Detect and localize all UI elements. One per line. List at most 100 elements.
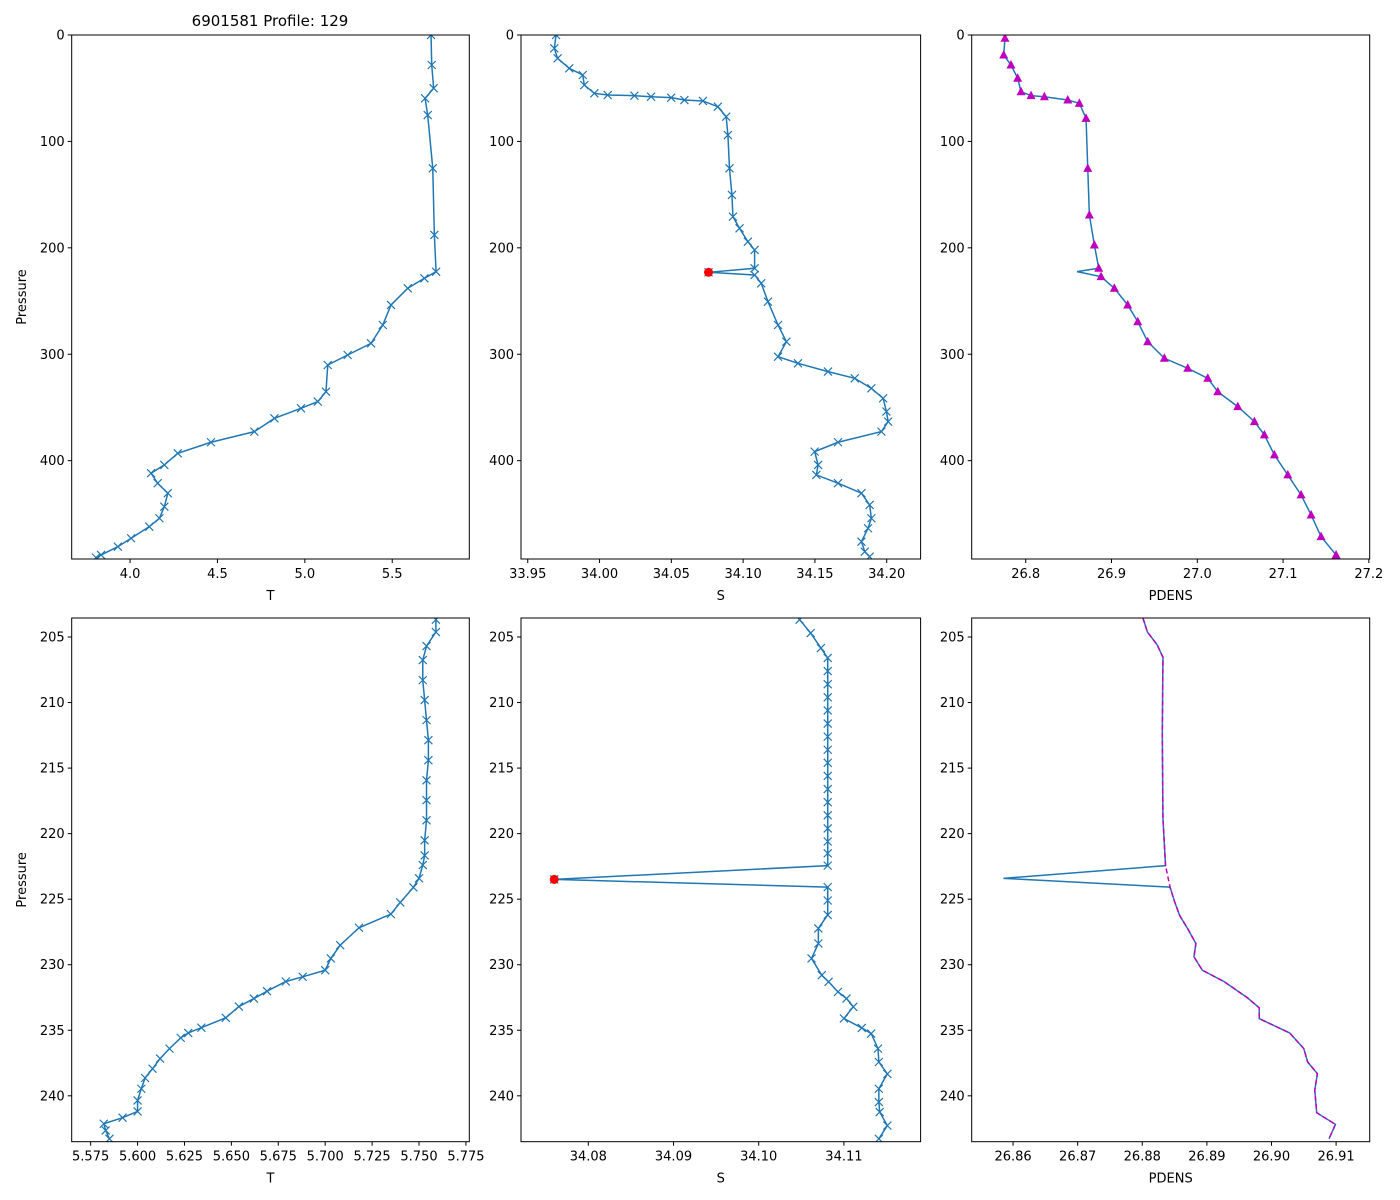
x-tick-label: 33.95: [509, 567, 546, 582]
data-point-x-marker: [857, 488, 866, 498]
y-tick-label: 0: [506, 29, 514, 44]
data-point-x-marker: [423, 110, 433, 120]
data-point-triangle-marker: [1269, 449, 1279, 459]
y-tick-label: 210: [489, 696, 514, 711]
data-point-x-marker: [418, 675, 428, 685]
data-point-x-marker: [176, 1033, 186, 1043]
x-tick-label: 5.750: [400, 1150, 437, 1165]
data-point-triangle-marker: [1081, 113, 1091, 122]
data-point-x-marker: [249, 994, 259, 1003]
data-point-triangle-marker: [1296, 489, 1306, 499]
figure-title: 6901581 Profile: 129: [192, 12, 349, 30]
data-point-x-marker: [428, 163, 438, 173]
data-point-x-marker: [795, 618, 805, 625]
data-point-x-marker: [823, 705, 833, 715]
y-tick-label: 400: [489, 454, 514, 469]
data-point-x-marker: [418, 655, 428, 665]
data-point-triangle-marker: [1094, 263, 1104, 272]
data-point-x-marker: [866, 513, 876, 523]
data-point-triangle-marker: [1074, 98, 1084, 107]
data-point-x-marker: [743, 237, 753, 247]
x-tick-label: 4.0: [120, 567, 141, 582]
data-point-triangle-marker: [1013, 73, 1023, 82]
data-point-x-marker: [725, 163, 734, 173]
data-point-x-marker: [750, 245, 760, 255]
data-point-x-marker: [850, 373, 860, 383]
x-tick-label: 34.00: [581, 567, 618, 582]
x-tick-label: 5.675: [260, 1150, 297, 1165]
data-point-triangle-marker: [1063, 95, 1073, 104]
y-tick-label: 230: [40, 958, 65, 973]
y-tick-label: 215: [40, 762, 65, 777]
data-point-triangle-marker: [1159, 353, 1169, 362]
data-point-x-marker: [842, 994, 851, 1003]
x-tick-label: 34.10: [725, 567, 762, 582]
data-point-triangle-marker: [1213, 386, 1223, 396]
y-tick-label: 0: [956, 29, 964, 44]
data-point-x-marker: [159, 460, 169, 470]
data-point-x-marker: [133, 1095, 142, 1105]
x-tick-label: 5.650: [213, 1150, 250, 1165]
data-point-x-marker: [781, 337, 791, 347]
subplot-s-full: 33.95 34.00 34.05 34.10 34.15 34.20 0 100 200 300…: [489, 29, 922, 604]
data-point-x-marker: [589, 88, 599, 98]
data-point-x-marker: [320, 965, 330, 975]
data-point-x-marker: [833, 437, 843, 447]
data-point-x-marker: [96, 550, 106, 559]
data-point-x-marker: [811, 470, 821, 480]
data-point-x-marker: [874, 1084, 884, 1094]
x-tick-label: 26.8: [1011, 567, 1040, 582]
data-point-triangle-marker: [999, 50, 1009, 59]
y-tick-label: 400: [940, 454, 965, 469]
data-point-x-marker: [823, 745, 833, 755]
data-point-x-marker: [551, 35, 561, 40]
x-axis-label: PDENS: [1149, 1172, 1193, 1187]
data-point-x-marker: [807, 954, 816, 963]
x-tick-label: 27.0: [1183, 567, 1212, 582]
data-point-x-marker: [823, 679, 833, 689]
data-point-x-marker: [823, 861, 833, 871]
data-point-x-marker: [878, 393, 888, 403]
y-tick-label: 400: [40, 454, 65, 469]
data-point-x-marker: [713, 102, 723, 112]
data-point-x-marker: [817, 970, 827, 980]
data-point-x-marker: [335, 940, 345, 950]
plot-area: [1003, 618, 1337, 1140]
data-point-x-marker: [813, 923, 823, 933]
x-tick-label: 5.625: [166, 1150, 203, 1165]
y-tick-label: 200: [940, 241, 965, 256]
y-tick-label: 100: [489, 135, 514, 150]
data-point-x-marker: [823, 882, 833, 892]
y-tick-label: 220: [489, 827, 514, 842]
subplot-t-zoom: 5.575 5.600 5.625 5.650 5.675 5.700 5.725 5.750…: [15, 617, 485, 1187]
data-point-x-marker: [823, 771, 833, 781]
x-tick-label: 34.10: [740, 1150, 777, 1165]
data-point-x-marker: [429, 230, 439, 240]
data-point-x-marker: [408, 882, 418, 892]
data-point-x-marker: [140, 1073, 150, 1083]
axes-frame: [971, 617, 1371, 1143]
y-tick-label: 225: [489, 893, 514, 908]
data-point-x-marker: [666, 93, 676, 103]
plot-area: [99, 618, 441, 1142]
data-point-x-marker: [824, 977, 834, 987]
data-point-x-marker: [173, 448, 183, 458]
y-tick-label: 100: [940, 135, 965, 150]
data-point-x-marker: [136, 1084, 146, 1094]
data-point-x-marker: [750, 270, 760, 280]
x-tick-label: 5.775: [447, 1150, 484, 1165]
axes-frame: [520, 34, 922, 560]
data-point-x-marker: [823, 797, 833, 807]
data-point-x-marker: [816, 643, 826, 653]
data-point-x-marker: [578, 70, 588, 80]
data-point-x-marker: [721, 112, 731, 122]
data-point-x-marker: [823, 666, 833, 676]
y-tick-label: 200: [40, 241, 65, 256]
data-point-x-marker: [422, 815, 431, 825]
data-point-x-marker: [876, 427, 886, 437]
y-tick-label: 210: [40, 696, 65, 711]
data-point-x-marker: [874, 1097, 884, 1107]
data-point-x-marker: [630, 91, 639, 101]
data-point-x-marker: [101, 1126, 111, 1135]
data-point-x-marker: [823, 823, 833, 833]
